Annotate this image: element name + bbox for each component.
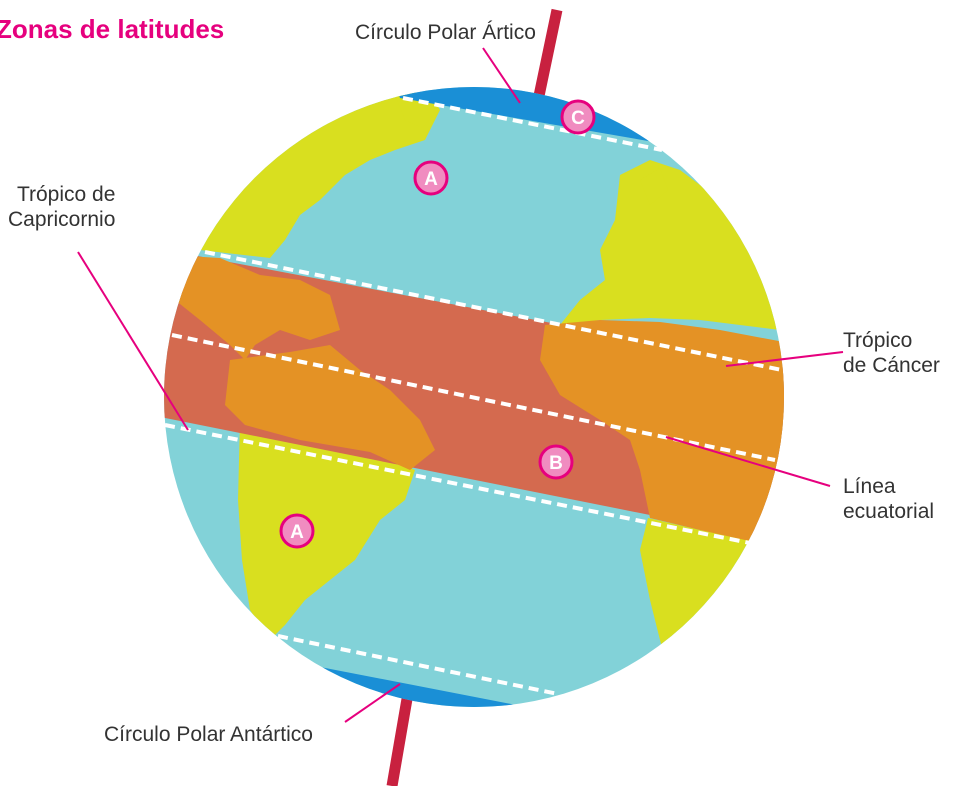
svg-text:A: A: [290, 522, 304, 543]
europe-land: [560, 160, 784, 330]
south-america-land: [238, 420, 415, 640]
label-tropic-of-cancer-line2: de Cáncer: [843, 354, 940, 377]
label-equator: Línea ecuatorial: [843, 474, 934, 524]
british-isles-land: [640, 168, 668, 205]
zone-marker-b-tropical: B: [538, 444, 574, 480]
leader-equator: [665, 436, 831, 487]
zone-marker-a-north: A: [413, 160, 449, 196]
north-america-land: [185, 92, 440, 258]
label-tropic-of-capricorn: Trópico de Capricornio: [8, 182, 115, 232]
tropic-of-cancer-line: [204, 250, 783, 372]
leader-arctic: [482, 47, 521, 104]
label-antarctic-circle: Círculo Polar Antártico: [104, 723, 313, 746]
label-tropic-of-cancer-line1: Trópico: [843, 329, 913, 352]
leader-cancer: [725, 351, 844, 367]
africa-tropical-land: [540, 320, 784, 545]
label-tropic-of-cancer: Trópico de Cáncer: [843, 328, 940, 378]
svg-text:B: B: [549, 453, 563, 474]
diagram-title: Zonas de latitudes: [0, 14, 225, 44]
svg-text:A: A: [424, 169, 438, 190]
svg-text:C: C: [571, 108, 585, 129]
label-tropic-of-capricorn-line2: Capricornio: [8, 208, 116, 231]
label-tropic-of-capricorn-line1: Trópico de: [16, 183, 116, 206]
label-arctic-circle: Círculo Polar Ártico: [355, 21, 536, 44]
southern-africa-land: [640, 518, 750, 680]
leader-antarctic: [344, 683, 401, 723]
label-equator-line2: ecuatorial: [843, 500, 935, 523]
south-america-tropical-land: [225, 345, 435, 470]
central-america-land: [170, 255, 340, 360]
leader-capricorn: [77, 251, 189, 431]
label-equator-line1: Línea: [843, 475, 896, 498]
zone-marker-a-south: A: [279, 513, 315, 549]
tropic-of-capricorn-line: [164, 423, 751, 545]
zone-marker-c-polar: C: [560, 99, 596, 135]
arctic-circle-line: [402, 96, 663, 152]
